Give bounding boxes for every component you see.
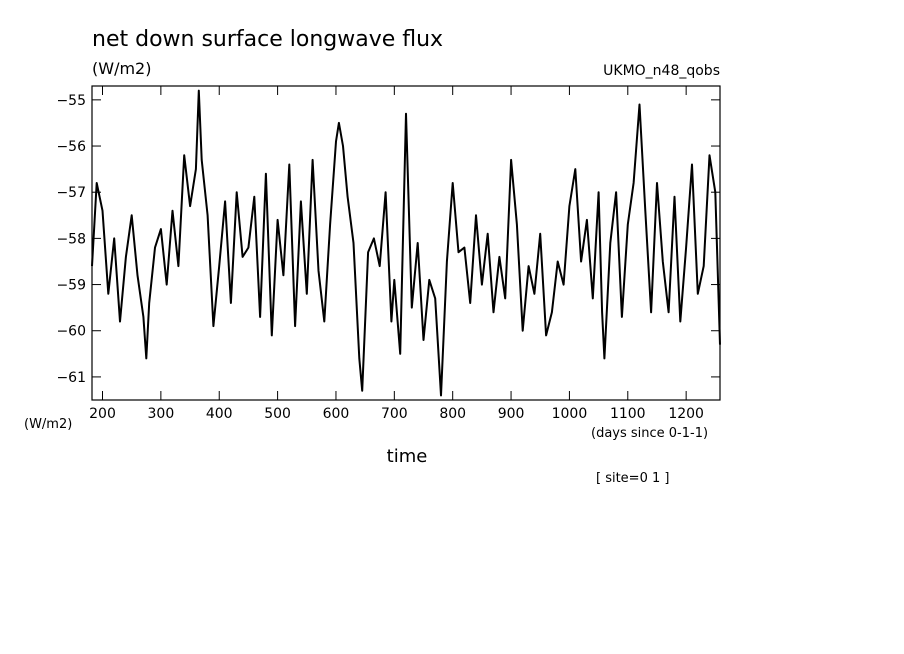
y-tick-label: −57 bbox=[56, 185, 86, 201]
series-line-0 bbox=[91, 89, 721, 397]
x-tick-label: 900 bbox=[498, 406, 525, 422]
x-tick-label: 400 bbox=[206, 406, 233, 422]
y-tick-label: −55 bbox=[56, 93, 86, 109]
y-tick-label: −59 bbox=[56, 278, 86, 294]
site-footnote: [ site=0 1 ] bbox=[596, 471, 669, 486]
x-tick-label: 700 bbox=[381, 406, 408, 422]
chart-units-subtitle: (W/m2) bbox=[92, 59, 151, 78]
plot-frame bbox=[91, 85, 721, 401]
y-axis-label: (W/m2) bbox=[24, 417, 72, 432]
x-tick-label: 300 bbox=[148, 406, 175, 422]
x-tick-label: 200 bbox=[89, 406, 116, 422]
y-tick-label: −58 bbox=[56, 231, 86, 247]
series-layer bbox=[91, 89, 721, 397]
x-tick-label: 1000 bbox=[552, 406, 588, 422]
chart-title: net down surface longwave flux bbox=[92, 27, 443, 52]
x-tick-label: 1100 bbox=[610, 406, 646, 422]
y-tick-label: −61 bbox=[56, 370, 86, 386]
y-tick-label: −56 bbox=[56, 139, 86, 155]
y-tick-label: −60 bbox=[56, 324, 86, 340]
x-axis: 200 300 400 500 600 700 800 900 1000 1100 1200 bbox=[89, 86, 704, 422]
x-tick-label: 500 bbox=[264, 406, 291, 422]
x-tick-label: 1200 bbox=[668, 406, 704, 422]
x-tick-label: 600 bbox=[323, 406, 350, 422]
dataset-label: UKMO_n48_qobs bbox=[603, 63, 720, 79]
x-tick-label: 800 bbox=[439, 406, 466, 422]
x-axis-label: time bbox=[387, 446, 428, 467]
x-axis-units-label: (days since 0-1-1) bbox=[591, 426, 708, 441]
